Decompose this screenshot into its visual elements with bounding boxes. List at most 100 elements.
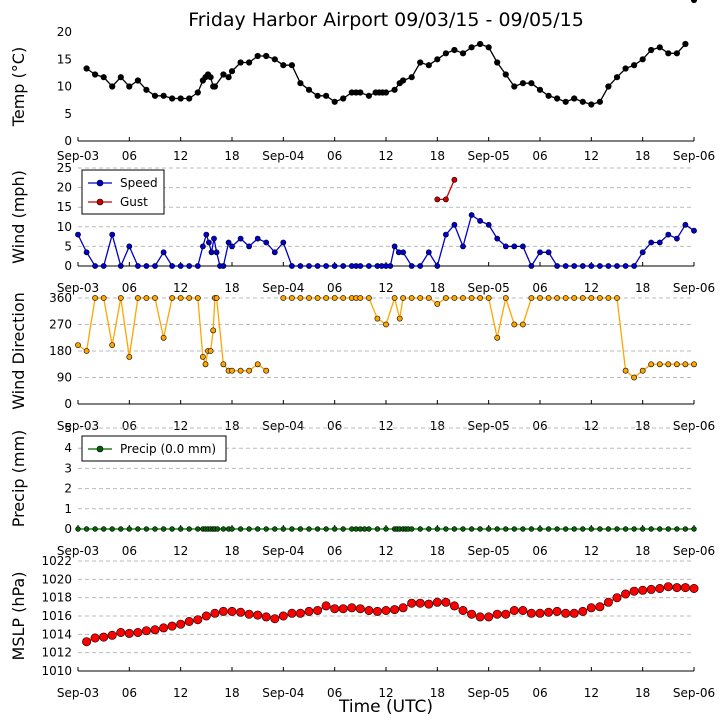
data-point bbox=[314, 295, 321, 301]
x-tick-label: Sep-04 bbox=[262, 544, 304, 558]
data-point bbox=[561, 608, 571, 618]
data-point bbox=[160, 92, 167, 99]
data-point bbox=[133, 627, 143, 637]
y-tick-label: 20 bbox=[57, 181, 72, 195]
data-point bbox=[690, 0, 698, 4]
data-point bbox=[449, 601, 459, 611]
data-point bbox=[545, 92, 552, 99]
data-point bbox=[246, 526, 252, 532]
data-point bbox=[287, 608, 297, 618]
data-point bbox=[536, 86, 544, 93]
data-point bbox=[159, 623, 169, 633]
x-tick-label: 06 bbox=[532, 281, 547, 295]
data-point bbox=[646, 584, 656, 594]
data-point bbox=[468, 526, 475, 532]
y-tick-label: 1018 bbox=[41, 591, 72, 605]
data-point bbox=[630, 62, 638, 69]
data-point bbox=[442, 50, 450, 57]
data-point bbox=[314, 92, 321, 99]
data-point bbox=[407, 598, 417, 608]
data-point bbox=[280, 526, 286, 532]
data-point bbox=[323, 526, 329, 532]
y-tick-label: 1 bbox=[64, 502, 72, 516]
data-point bbox=[382, 89, 390, 96]
data-point bbox=[434, 196, 441, 203]
data-point bbox=[612, 593, 622, 603]
data-point bbox=[442, 295, 449, 301]
data-point bbox=[682, 526, 689, 532]
data-point bbox=[631, 526, 637, 532]
data-point bbox=[434, 263, 441, 269]
series-temp-0 bbox=[83, 0, 698, 108]
data-point bbox=[304, 606, 314, 616]
data-point bbox=[656, 239, 663, 246]
y-tick-label: 1020 bbox=[41, 572, 72, 586]
data-point bbox=[100, 295, 107, 301]
x-tick-label: 12 bbox=[378, 686, 393, 700]
legend-marker bbox=[96, 445, 104, 453]
data-point bbox=[468, 44, 475, 51]
x-tick-label: 12 bbox=[378, 544, 393, 558]
data-point bbox=[203, 231, 210, 238]
series-wind-1 bbox=[434, 176, 458, 203]
data-point bbox=[152, 263, 158, 269]
series-line bbox=[77, 297, 267, 372]
data-point bbox=[178, 526, 184, 532]
x-tick-label: 06 bbox=[327, 544, 342, 558]
x-tick-label: 06 bbox=[122, 419, 137, 433]
data-point bbox=[656, 44, 663, 51]
data-point bbox=[289, 526, 295, 532]
x-tick-label: Sep-04 bbox=[262, 281, 304, 295]
data-point bbox=[639, 367, 646, 374]
data-point bbox=[365, 295, 372, 301]
data-point bbox=[109, 83, 116, 90]
data-point bbox=[665, 50, 672, 57]
data-point bbox=[571, 95, 578, 102]
data-point bbox=[485, 44, 492, 51]
data-point bbox=[374, 526, 381, 532]
y-axis-label: Wind Direction bbox=[9, 292, 28, 410]
data-point bbox=[682, 40, 689, 48]
y-tick-label: 360 bbox=[49, 291, 72, 305]
data-point bbox=[537, 526, 543, 532]
data-point bbox=[220, 263, 227, 269]
data-point bbox=[425, 62, 432, 69]
legend-label: Speed bbox=[120, 176, 158, 190]
data-point bbox=[340, 95, 347, 102]
data-point bbox=[207, 348, 214, 354]
y-tick-label: 0 bbox=[64, 397, 72, 411]
x-tick-label: 18 bbox=[635, 419, 650, 433]
data-point bbox=[355, 604, 365, 614]
data-point bbox=[330, 604, 340, 614]
series-wind-0 bbox=[75, 212, 697, 269]
data-point bbox=[595, 602, 605, 612]
data-point bbox=[451, 46, 458, 54]
data-point bbox=[263, 52, 270, 60]
data-point bbox=[485, 221, 492, 228]
data-point bbox=[467, 609, 477, 619]
data-point bbox=[332, 526, 338, 532]
series-wdir-0 bbox=[75, 295, 270, 374]
x-tick-label: 12 bbox=[584, 686, 599, 700]
y-tick-label: 15 bbox=[57, 200, 72, 214]
data-point bbox=[135, 526, 141, 532]
y-tick-label: 180 bbox=[49, 344, 72, 358]
y-tick-label: 5 bbox=[64, 421, 72, 435]
data-point bbox=[75, 231, 81, 238]
x-tick-label: Sep-05 bbox=[468, 419, 510, 433]
data-point bbox=[509, 605, 519, 615]
data-point bbox=[520, 526, 526, 532]
data-point bbox=[554, 263, 560, 269]
x-tick-label: 18 bbox=[635, 149, 650, 163]
data-point bbox=[357, 263, 364, 269]
x-tick-label: 18 bbox=[430, 149, 445, 163]
x-tick-label: 18 bbox=[224, 281, 239, 295]
x-tick-label: Sep-05 bbox=[468, 149, 510, 163]
data-point bbox=[255, 526, 261, 532]
x-tick-label: 06 bbox=[122, 281, 137, 295]
data-point bbox=[227, 606, 237, 616]
data-point bbox=[213, 295, 220, 301]
data-point bbox=[91, 71, 99, 78]
data-point bbox=[207, 74, 214, 81]
data-point bbox=[434, 300, 441, 307]
